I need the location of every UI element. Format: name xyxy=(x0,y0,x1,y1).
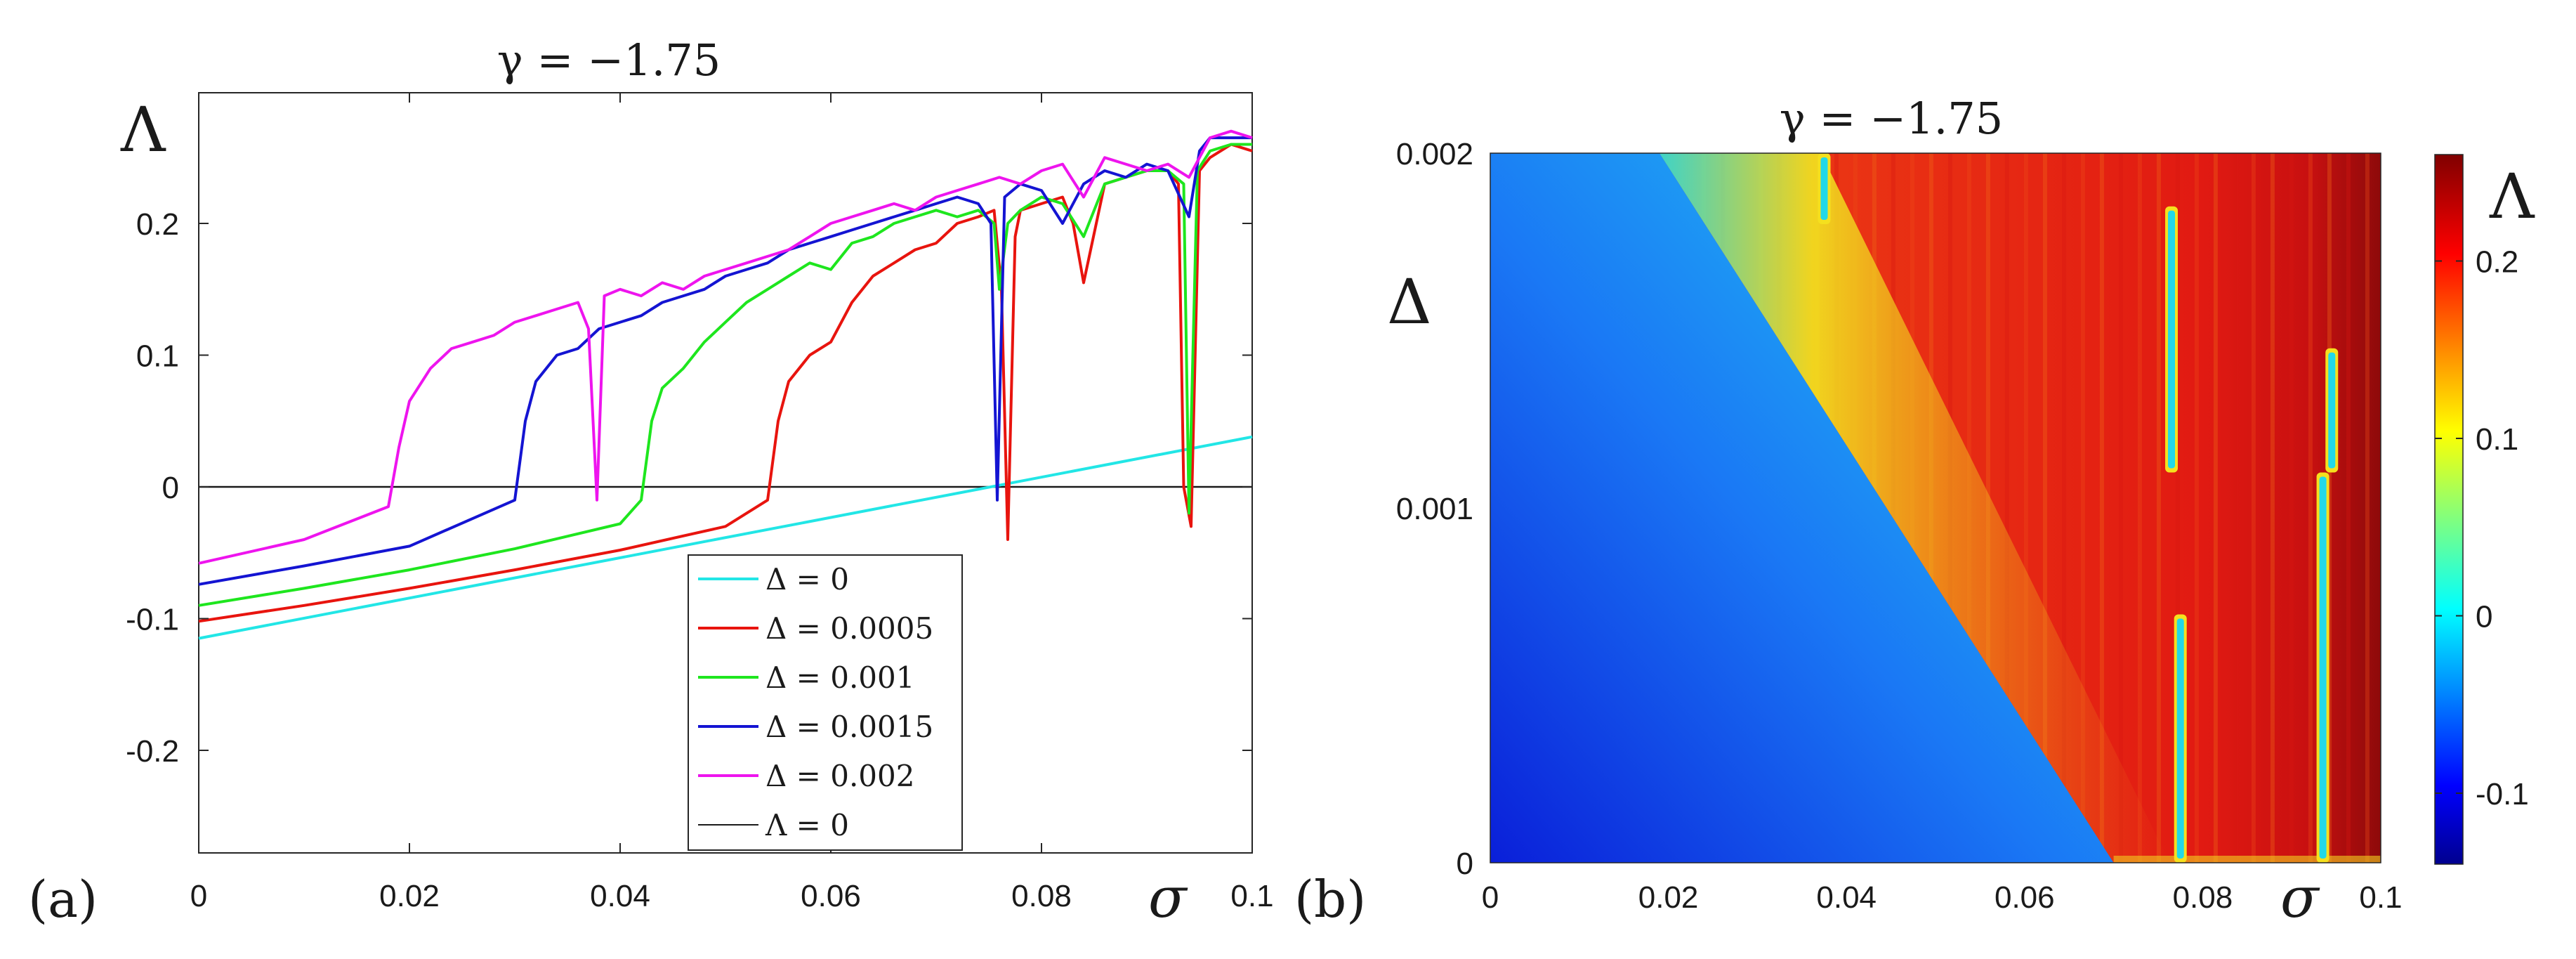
y-tick-label: 0 xyxy=(162,471,179,505)
dip-core xyxy=(2168,210,2176,469)
panel-a-ticks: 0 0.02 0.04 0.06 0.08 0.1 -0.2 -0.1 0 0.1 0.2 xyxy=(126,93,1274,913)
panel-b-title: γ = −1.75 xyxy=(1780,93,2003,144)
heatmap-stripe xyxy=(2099,153,2104,863)
series-line-1 xyxy=(198,143,1253,623)
heatmap-stripe xyxy=(2004,153,2009,863)
x-tick-label: 0 xyxy=(1482,880,1499,915)
heatmap-stripe xyxy=(2251,153,2256,863)
panel-a-label: (a) xyxy=(28,870,98,929)
x-tick-label: 0.04 xyxy=(590,879,650,913)
series-line-4 xyxy=(198,129,1253,565)
colorbar-tick-label: 0.2 xyxy=(2476,245,2518,280)
legend-label-3: Δ = 0.0015 xyxy=(765,710,933,744)
series-line-2 xyxy=(198,143,1252,607)
heatmap-stripe xyxy=(2080,153,2085,863)
x-tick-label: 0.08 xyxy=(2173,880,2233,915)
y-tick-label: 0.001 xyxy=(1396,492,1473,526)
panel-b-ticks: 0 0.02 0.04 0.06 0.08 0.1 0 0.001 0.002 xyxy=(1396,137,2403,915)
colorbar-tick-label: -0.1 xyxy=(2476,777,2529,811)
heatmap-stripe xyxy=(2365,153,2370,863)
heatmap-dips xyxy=(1818,153,2339,863)
heatmap-stripe xyxy=(2289,153,2294,863)
x-tick-label: 0.02 xyxy=(1638,880,1699,915)
panel-b-ylabel: Δ xyxy=(1387,266,1432,338)
y-tick-label: 0.1 xyxy=(136,339,179,374)
legend-label-4: Δ = 0.002 xyxy=(765,759,914,793)
heatmap-stripe xyxy=(2327,153,2332,863)
heatmap-stripe xyxy=(2118,153,2123,863)
heatmap-stripe xyxy=(2042,153,2047,863)
heatmap-stable-region xyxy=(1490,153,2114,863)
heatmap-stripe xyxy=(2384,153,2388,863)
y-tick-label: 0.2 xyxy=(136,207,179,242)
x-tick-label: 0.02 xyxy=(379,879,440,913)
series-line-0 xyxy=(198,435,1253,640)
panel-a-series xyxy=(198,129,1253,640)
heatmap-stripe xyxy=(2061,153,2066,863)
heatmap-stripe xyxy=(2156,153,2161,863)
panel-a-xlabel: σ xyxy=(1148,865,1188,930)
y-tick-label: 0.002 xyxy=(1396,137,1473,171)
heatmap-stripe xyxy=(2137,153,2142,863)
x-tick-label: 0.08 xyxy=(1011,879,1072,913)
legend-label-5: Λ = 0 xyxy=(765,808,849,842)
colorbar-label: Λ xyxy=(2489,160,2535,233)
heatmap-stripe xyxy=(2403,153,2407,863)
colorbar: -0.1 0 0.1 0.2 Λ xyxy=(2434,154,2535,865)
colorbar-tick-label: 0.1 xyxy=(2476,422,2518,457)
legend-label-2: Δ = 0.001 xyxy=(765,660,914,695)
x-tick-label: 0.06 xyxy=(1995,880,2055,915)
x-tick-label: 0.1 xyxy=(1230,879,1273,913)
y-tick-label: -0.2 xyxy=(126,734,179,769)
dip-core xyxy=(2176,618,2184,859)
heatmap-stripe xyxy=(2308,153,2313,863)
heatmap-image xyxy=(1490,153,2426,863)
legend-label-1: Δ = 0.0005 xyxy=(765,611,933,646)
legend-box xyxy=(688,554,963,851)
panel-b-xlabel: σ xyxy=(2280,865,2320,930)
heatmap-stripe xyxy=(2175,153,2180,863)
panel-b: γ = −1.75 xyxy=(1294,93,2535,930)
dip-core xyxy=(1820,157,1828,220)
heatmap-stripe xyxy=(2023,153,2028,863)
heatmap-stripe xyxy=(2270,153,2275,863)
legend-items: Δ = 0 Δ = 0.0005 Δ = 0.001 Δ = 0.0015 Δ = 0.… xyxy=(698,562,933,842)
legend: Δ = 0 Δ = 0.0005 Δ = 0.001 Δ = 0.0015 Δ = 0.… xyxy=(688,554,963,851)
panel-a-ylabel: Λ xyxy=(120,93,166,166)
heatmap-stripe xyxy=(2194,153,2199,863)
heatmap-transition-band xyxy=(1659,153,2170,863)
x-tick-label: 0.06 xyxy=(801,879,861,913)
x-tick-label: 0 xyxy=(190,879,207,913)
heatmap-stripe xyxy=(2232,153,2237,863)
legend-label-0: Δ = 0 xyxy=(765,562,849,596)
dip-core xyxy=(2328,352,2336,469)
heatmap-stripe xyxy=(2213,153,2218,863)
x-tick-label: 0.1 xyxy=(2359,880,2402,915)
heatmap-stripe xyxy=(2346,153,2351,863)
heatmap-stripe xyxy=(2422,153,2426,863)
panel-a-title: γ = −1.75 xyxy=(497,34,721,86)
series-line-3 xyxy=(198,136,1252,586)
x-tick-label: 0.04 xyxy=(1816,880,1877,915)
colorbar-gradient xyxy=(2434,154,2464,865)
panel-a: γ = −1.75 0 0.02 0.04 0.06 0.08 0.1-0.2-0.100… xyxy=(28,34,1274,930)
colorbar-ticks: -0.1 0 0.1 0.2 xyxy=(2435,245,2529,811)
panel-b-axes-frame xyxy=(1490,152,2381,863)
y-tick-label: -0.1 xyxy=(126,603,179,637)
panel-b-label: (b) xyxy=(1294,870,1366,929)
heatmap-bottom-edge xyxy=(2113,856,2381,863)
y-tick-label: 0 xyxy=(1457,847,1473,881)
colorbar-tick-label: 0 xyxy=(2476,600,2492,634)
dip-core xyxy=(2319,476,2327,859)
